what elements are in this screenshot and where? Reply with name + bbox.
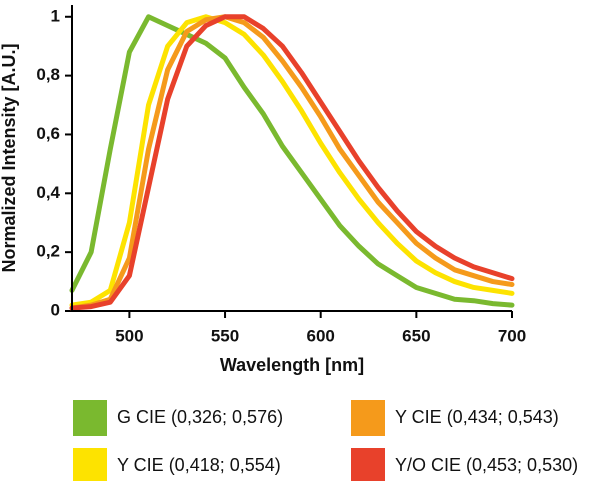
legend-swatch — [73, 400, 107, 436]
legend-swatch — [351, 400, 385, 436]
series-line — [69, 14, 515, 311]
series-line — [69, 14, 515, 308]
legend-label: Y/O CIE (0,453; 0,530) — [395, 455, 578, 475]
legend-swatch — [73, 448, 107, 481]
series-line — [69, 14, 515, 308]
y-tick-label: 0,6 — [36, 124, 60, 143]
x-tick-label: 550 — [211, 326, 239, 345]
legend-label: G CIE (0,326; 0,576) — [117, 407, 283, 427]
y-tick-label: 0,4 — [36, 183, 60, 202]
y-tick-label: 0,2 — [36, 242, 60, 261]
x-tick-label: 650 — [402, 326, 430, 345]
legend-label: Y CIE (0,418; 0,554) — [117, 455, 281, 475]
y-tick-label: 0 — [51, 300, 60, 319]
x-tick-label: 500 — [115, 326, 143, 345]
x-axis-title: Wavelength [nm] — [220, 355, 364, 375]
x-tick-label: 700 — [498, 326, 526, 345]
x-tick-label: 600 — [307, 326, 335, 345]
y-axis-title: Normalized Intensity [A.U.] — [0, 43, 19, 272]
legend-label: Y CIE (0,434; 0,543) — [395, 407, 559, 427]
y-tick-label: 1 — [51, 6, 60, 25]
legend-swatch — [351, 448, 385, 481]
y-tick-label: 0,8 — [36, 65, 60, 84]
series-line — [69, 14, 515, 311]
